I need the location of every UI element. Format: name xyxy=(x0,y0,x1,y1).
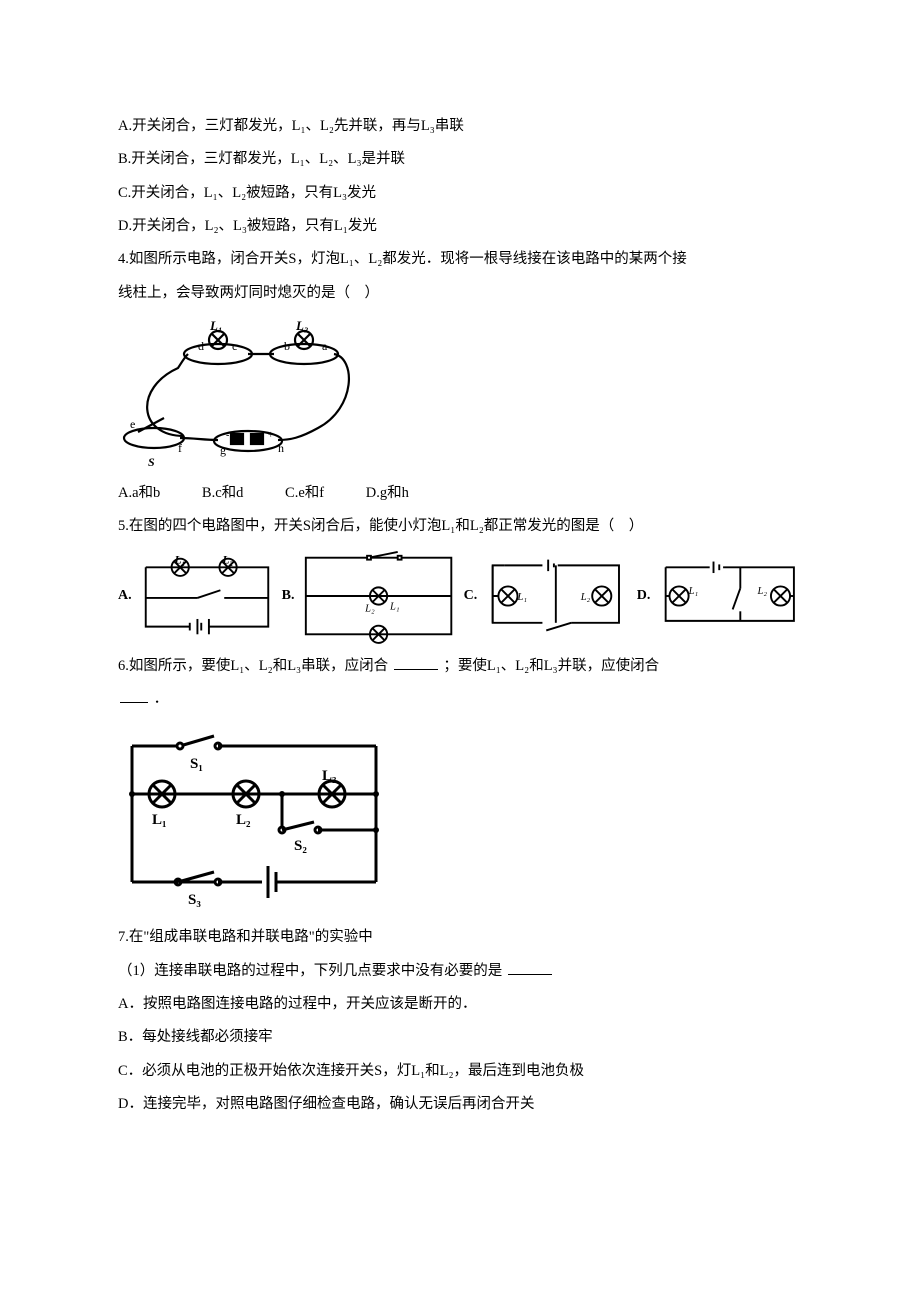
q5-label-B: B. xyxy=(282,580,295,612)
q4-lbl-h: h xyxy=(278,441,284,455)
q6-lbl-S2: S₂ xyxy=(294,838,307,854)
q5-circD: L₁ L₂ xyxy=(658,552,802,640)
q4-option-d: D.g和h xyxy=(366,477,409,510)
q5-stem: 5.在图的四个电路图中，开关S闭合后，能使小灯泡L₁和L₂都正常发光的图是（ ） xyxy=(118,510,802,543)
svg-text:L₁: L₁ xyxy=(688,586,699,597)
q5-circB: L₂ L₁ xyxy=(302,548,455,644)
q6-stem: 6.如图所示，要使L₁、L₂和L₃串联，应闭合 ；要使L₁、L₂和L₃并联，应使… xyxy=(118,650,802,683)
q6-blank-1[interactable] xyxy=(394,654,438,670)
q4-lbl-L1: L₁ xyxy=(209,318,222,333)
svg-text:L₂: L₂ xyxy=(365,603,376,614)
q4-options: A.a和b B.c和d C.e和f D.g和h xyxy=(118,477,802,510)
q7-p1-text: （1）连接串联电路的过程中，下列几点要求中没有必要的是 xyxy=(118,963,502,979)
q6-stem-line2: ． xyxy=(118,683,802,716)
q4-stem-line2: 线柱上，会导致两灯同时熄灭的是（ ） xyxy=(118,277,802,310)
q4-option-a: A.a和b xyxy=(118,477,160,510)
q6-lbl-S1: S₁ xyxy=(190,756,203,772)
q7-blank-1[interactable] xyxy=(508,959,552,975)
svg-text:L₂: L₂ xyxy=(221,554,233,566)
q4-lbl-c: c xyxy=(232,339,237,353)
svg-text:L₁: L₁ xyxy=(517,592,528,603)
svg-text:L₁: L₁ xyxy=(390,601,401,612)
q4-lbl-b: b xyxy=(284,339,290,353)
q4-lbl-a: a xyxy=(322,339,328,353)
q7-option-b: B．每处接线都必须接牢 xyxy=(118,1021,802,1054)
q4-lbl-L2: L₂ xyxy=(295,318,308,333)
q4-lbl-g: g xyxy=(220,443,226,457)
q5-label-A: A. xyxy=(118,580,132,612)
q4-option-b: B.c和d xyxy=(202,477,243,510)
svg-text:L₁: L₁ xyxy=(173,554,185,566)
q5-circA: L₁ L₂ xyxy=(140,552,274,640)
q5-label-D: D. xyxy=(637,580,651,612)
q4-lbl-S: S xyxy=(148,455,155,469)
q4-option-c: C.e和f xyxy=(285,477,324,510)
q6-lbl-L3: L₃ xyxy=(322,768,337,784)
svg-text:L₂: L₂ xyxy=(757,586,768,597)
svg-text:-: - xyxy=(226,430,229,441)
q4-circuit-svg: L₁ L₂ d c b a e f g h S - + xyxy=(118,318,366,473)
q6-figure: S₁ S₂ S₃ L₁ L₂ L₃ xyxy=(118,732,802,907)
q4-lbl-d: d xyxy=(198,339,204,353)
q5-figures: A. L₁ L₂ B. xyxy=(118,548,802,644)
svg-text:L₂: L₂ xyxy=(580,592,591,603)
q6-stem-b: ；要使L₁、L₂和L₃并联，应使闭合 xyxy=(443,658,659,674)
q7-stem: 7.在"组成串联电路和并联电路"的实验中 xyxy=(118,921,802,954)
q7-option-a: A．按照电路图连接电路的过程中，开关应该是断开的． xyxy=(118,988,802,1021)
q5-circC: L₁ L₂ xyxy=(485,552,629,640)
q4-lbl-e: e xyxy=(130,417,135,431)
q7-option-c: C．必须从电池的正极开始依次连接开关S，灯L₁和L₂，最后连到电池负极 xyxy=(118,1055,802,1088)
q4-lbl-f: f xyxy=(178,441,182,455)
q3-option-b: B.开关闭合，三灯都发光，L₁、L₂、L₃是并联 xyxy=(118,143,802,176)
q3-option-d: D.开关闭合，L₂、L₃被短路，只有L₁发光 xyxy=(118,210,802,243)
q6-stem-c: ． xyxy=(154,691,169,707)
q4-stem-line1: 4.如图所示电路，闭合开关S，灯泡L₁、L₂都发光．现将一根导线接在该电路中的某… xyxy=(118,243,802,276)
q3-option-c: C.开关闭合，L₁、L₂被短路，只有L₃发光 xyxy=(118,177,802,210)
q6-lbl-S3: S₃ xyxy=(188,892,201,907)
q6-lbl-L2: L₂ xyxy=(236,812,251,828)
svg-text:+: + xyxy=(268,430,274,441)
exam-page: A.开关闭合，三灯都发光，L₁、L₂先并联，再与L₃串联 B.开关闭合，三灯都发… xyxy=(0,0,920,1192)
q3-option-a: A.开关闭合，三灯都发光，L₁、L₂先并联，再与L₃串联 xyxy=(118,110,802,143)
q6-stem-a: 6.如图所示，要使L₁、L₂和L₃串联，应闭合 xyxy=(118,658,388,674)
q4-figure: L₁ L₂ d c b a e f g h S - + xyxy=(118,318,802,473)
q6-lbl-L1: L₁ xyxy=(152,812,167,828)
q5-label-C: C. xyxy=(464,580,478,612)
q6-circuit-svg: S₁ S₂ S₃ L₁ L₂ L₃ xyxy=(118,732,398,907)
q6-blank-2[interactable] xyxy=(120,688,148,704)
q7-option-d: D．连接完毕，对照电路图仔细检查电路，确认无误后再闭合开关 xyxy=(118,1088,802,1121)
q7-part1: （1）连接串联电路的过程中，下列几点要求中没有必要的是 xyxy=(118,955,802,988)
